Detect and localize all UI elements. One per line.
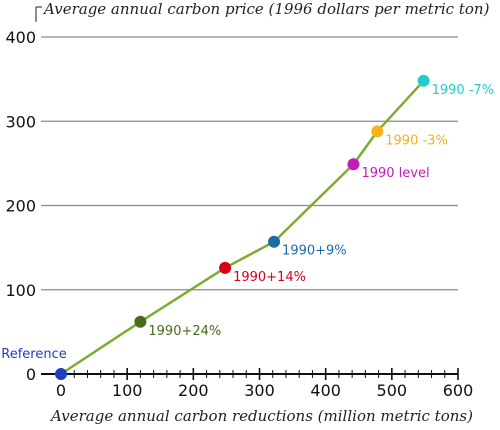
data-point-3 <box>268 235 281 248</box>
grid-lines <box>41 36 458 291</box>
data-point-0 <box>55 368 67 380</box>
data-point-6 <box>417 74 430 87</box>
y-tick-400: 400 <box>5 28 36 47</box>
x-tick-600: 600 <box>443 381 474 400</box>
data-label-6: 1990 -7% <box>432 83 495 98</box>
data-labels: Reference 1990+24% 1990+14% 1990+9% 1990 lev… <box>1 83 494 362</box>
y-tick-300: 300 <box>5 112 36 131</box>
series-line <box>60 79 425 376</box>
y-tick-200: 200 <box>5 197 36 216</box>
data-point-1 <box>134 315 147 328</box>
data-label-5: 1990 -3% <box>385 133 448 148</box>
axes <box>35 6 459 380</box>
data-label-4: 1990 level <box>361 166 429 181</box>
y-tick-labels: 0 100 200 300 400 <box>5 28 36 384</box>
data-points <box>55 74 430 380</box>
x-tick-500: 500 <box>377 381 408 400</box>
y-axis-title: Average annual carbon price (1996 dollar… <box>42 0 490 18</box>
data-label-2: 1990+14% <box>233 270 306 285</box>
data-point-5 <box>371 125 384 138</box>
series-polyline <box>60 79 425 376</box>
y-tick-0: 0 <box>26 365 36 384</box>
x-tick-100: 100 <box>112 381 143 400</box>
data-label-3: 1990+9% <box>282 244 347 259</box>
data-label-0: Reference <box>1 347 66 362</box>
x-tick-0: 0 <box>56 381 66 400</box>
x-axis-title: Average annual carbon reductions (millio… <box>49 407 473 425</box>
data-point-4 <box>347 158 360 171</box>
data-point-2 <box>219 261 232 274</box>
x-tick-300: 300 <box>244 381 275 400</box>
y-tick-100: 100 <box>5 281 36 300</box>
x-tick-200: 200 <box>178 381 209 400</box>
x-tick-400: 400 <box>310 381 341 400</box>
data-label-1: 1990+24% <box>148 324 221 339</box>
x-tick-labels: 0 100 200 300 400 500 600 <box>56 381 473 400</box>
